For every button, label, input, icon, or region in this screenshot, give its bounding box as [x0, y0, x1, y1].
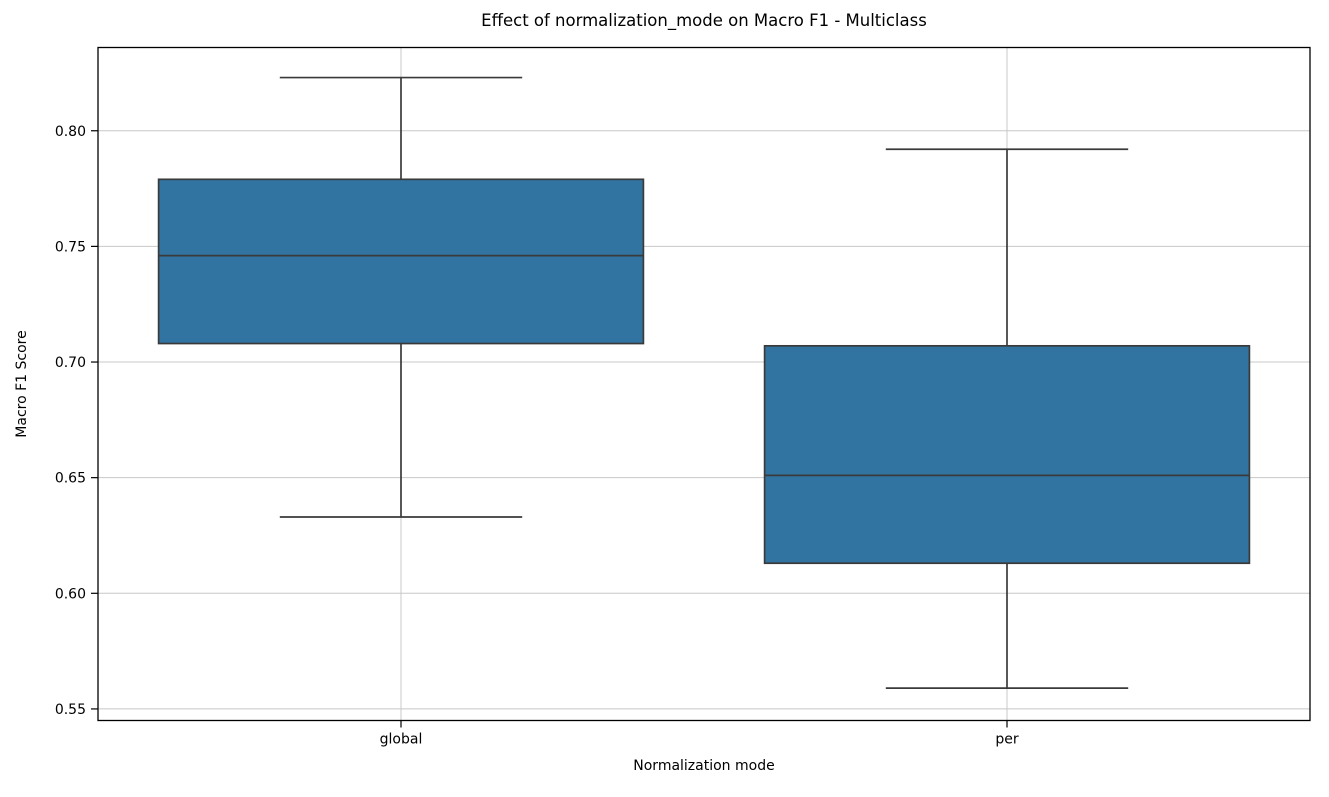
y-tick-label: 0.60: [55, 586, 86, 602]
box-per: [763, 344, 1251, 565]
plot-border: [97, 46, 1311, 722]
y-tick-label: 0.55: [55, 702, 86, 718]
y-tick-label: 0.80: [55, 124, 86, 140]
y-tick-label: 0.70: [55, 355, 86, 371]
y-axis-label: Macro F1 Score: [14, 330, 30, 437]
box-global: [157, 178, 645, 345]
y-tick-label: 0.75: [55, 239, 86, 255]
x-tick-label: per: [995, 732, 1019, 748]
chart-title: Effect of normalization_mode on Macro F1…: [481, 11, 927, 31]
x-axis-label: Normalization mode: [633, 758, 774, 774]
x-tick-label: global: [380, 732, 423, 748]
plot-area: 0.55 0.60 0.65 0.70 0.75 0.80 global per: [55, 46, 1311, 748]
y-tick-label: 0.65: [55, 471, 86, 487]
